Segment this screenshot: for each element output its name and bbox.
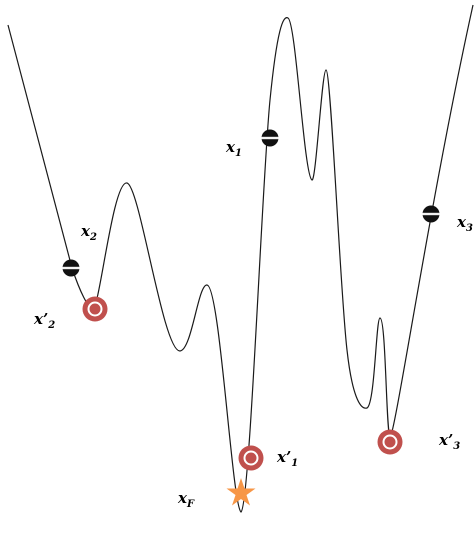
label-x1: x1: [225, 138, 242, 159]
landscape-curve: [7, 4, 474, 513]
ball-x2-icon: [62, 259, 80, 277]
local-min-x2p-icon: [82, 296, 108, 322]
ball-x1-icon: [261, 129, 279, 147]
label-xF: xF: [177, 489, 195, 510]
local-min-x1p-icon: [238, 445, 264, 471]
ball-x3-icon: [422, 205, 440, 223]
label-x2: x2: [80, 222, 97, 243]
label-x3: x3: [456, 213, 473, 234]
label-x3-prime: x’3: [438, 431, 460, 452]
label-x2-prime: x’2: [33, 310, 55, 331]
label-x1-prime: x’1: [276, 448, 298, 469]
global-min-star-icon: [226, 478, 256, 506]
local-min-x3p-icon: [377, 429, 403, 455]
